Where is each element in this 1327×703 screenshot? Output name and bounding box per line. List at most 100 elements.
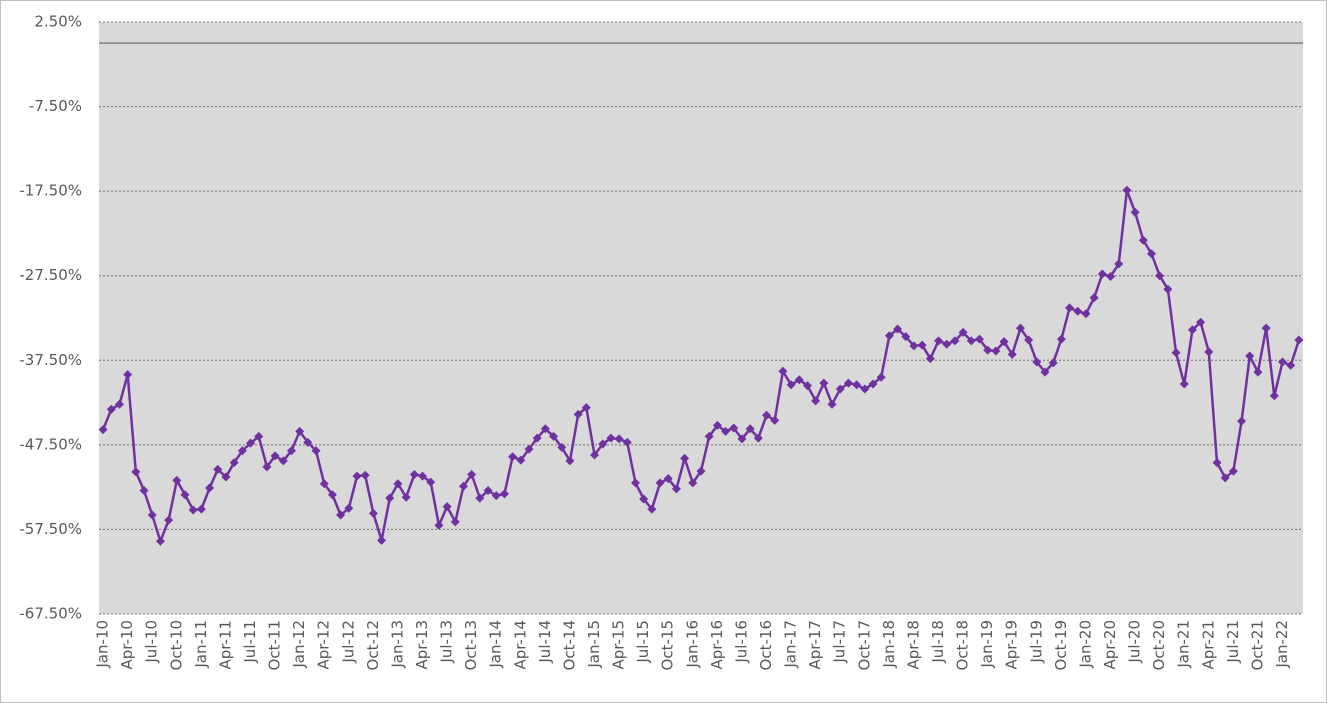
data-point [1097, 269, 1107, 279]
data-point [491, 491, 501, 501]
data-point [843, 378, 853, 388]
data-point [974, 334, 984, 344]
x-tick-label: Jul-11 [241, 620, 259, 664]
data-point [1015, 323, 1025, 333]
x-tick-label: Jan-22 [1273, 620, 1291, 669]
data-point [999, 337, 1009, 347]
data-point [270, 451, 280, 461]
y-tick-label: -37.50% [19, 351, 82, 369]
data-point [1032, 357, 1042, 367]
x-tick-label: Apr-20 [1101, 620, 1119, 670]
data-point [671, 484, 681, 494]
data-point [1228, 466, 1238, 476]
x-tick-label: Jan-21 [1175, 620, 1193, 669]
x-tick-label: Apr-19 [1003, 620, 1021, 670]
x-tick-label: Apr-15 [610, 620, 628, 670]
x-tick-label: Oct-21 [1248, 620, 1266, 670]
x-tick-label: Apr-10 [118, 620, 136, 670]
data-point [1155, 271, 1165, 281]
x-tick-label: Jul-14 [536, 620, 554, 664]
data-point [1089, 293, 1099, 303]
x-tick-label: Jan-18 [880, 620, 898, 669]
data-point [966, 336, 976, 346]
x-tick-label: Oct-14 [560, 620, 578, 670]
data-point [450, 517, 460, 527]
x-tick-label: Apr-11 [216, 620, 234, 670]
data-point [909, 341, 919, 351]
data-point [1269, 391, 1279, 401]
data-point [917, 340, 927, 350]
data-point [524, 444, 534, 454]
plot-area [99, 22, 1303, 614]
data-point [778, 366, 788, 376]
data-point [286, 446, 296, 456]
data-point [590, 450, 600, 460]
data-point [549, 431, 559, 441]
data-point [1040, 367, 1050, 377]
x-tick-label: Apr-18 [904, 620, 922, 670]
data-point [1196, 317, 1206, 327]
x-tick-label: Jul-10 [143, 620, 161, 664]
data-point [950, 336, 960, 346]
y-tick-label: 2.50% [34, 13, 82, 31]
data-point [205, 483, 215, 493]
data-point [794, 375, 804, 385]
data-point [802, 381, 812, 391]
y-tick-label: -47.50% [19, 435, 82, 453]
x-tick-label: Oct-10 [167, 620, 185, 670]
x-tick-label: Oct-19 [1052, 620, 1070, 670]
data-point [1073, 306, 1083, 316]
data-point [1245, 351, 1255, 361]
data-point [409, 469, 419, 479]
x-tick-label: Jan-20 [1076, 620, 1094, 669]
data-point [696, 466, 706, 476]
data-point [418, 471, 428, 481]
data-point [311, 446, 321, 456]
x-tick-label: Jul-12 [339, 620, 357, 664]
data-point [729, 423, 739, 433]
grid [99, 21, 1303, 615]
y-tick-label: -57.50% [19, 520, 82, 538]
data-point [1081, 309, 1091, 319]
data-point [893, 324, 903, 334]
data-point [663, 474, 673, 484]
data-point [1204, 347, 1214, 357]
data-point [327, 490, 337, 500]
data-point [155, 536, 165, 546]
data-point [925, 354, 935, 364]
data-point [442, 502, 452, 512]
data-point [630, 478, 640, 488]
data-point [598, 439, 608, 449]
x-tick-label: Jul-18 [929, 620, 947, 664]
data-point [983, 345, 993, 355]
data-point [1007, 349, 1017, 359]
data-point [1286, 360, 1296, 370]
data-point [639, 494, 649, 504]
data-point [942, 339, 952, 349]
x-tick-label: Jul-21 [1224, 620, 1242, 664]
data-point [295, 426, 305, 436]
y-tick-label: -7.50% [29, 97, 82, 115]
data-point [581, 403, 591, 413]
data-point [811, 396, 821, 406]
data-point [352, 471, 362, 481]
data-point [114, 399, 124, 409]
data-point [1024, 335, 1034, 345]
data-point [401, 492, 411, 502]
data-point [1294, 335, 1304, 345]
x-tick-label: Jul-17 [831, 620, 849, 664]
data-point [360, 470, 370, 480]
x-tick-label: Apr-16 [708, 620, 726, 670]
x-tick-label: Apr-17 [806, 620, 824, 670]
x-tick-label: Jul-16 [732, 620, 750, 664]
data-point [1122, 185, 1132, 195]
x-tick-label: Oct-17 [855, 620, 873, 670]
x-tick-label: Apr-14 [511, 620, 529, 670]
data-point [458, 481, 468, 491]
data-point [1187, 325, 1197, 335]
data-point [262, 462, 272, 472]
data-point [139, 486, 149, 496]
x-tick-label: Jan-10 [94, 620, 112, 669]
data-point [237, 446, 247, 456]
